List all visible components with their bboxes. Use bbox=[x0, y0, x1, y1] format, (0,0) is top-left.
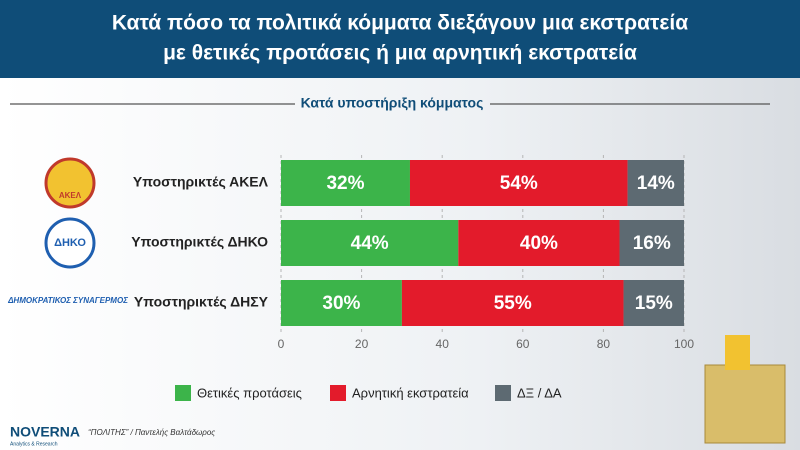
data-label: 55% bbox=[494, 293, 532, 314]
chart-title: με θετικές προτάσεις ή μια αρνητική εκστ… bbox=[163, 42, 637, 65]
bar-segment bbox=[627, 160, 684, 206]
bar-segment bbox=[281, 220, 459, 266]
x-tick-label: 60 bbox=[516, 337, 530, 351]
bar-segment bbox=[458, 220, 620, 266]
y-tick-label: Υποστηρικτές ΑΚΕΛ bbox=[133, 174, 269, 190]
brand-sub: Analytics & Research bbox=[10, 441, 58, 447]
logo bbox=[44, 157, 96, 209]
ballot bbox=[725, 335, 750, 370]
y-tick-label: Υποστηρικτές ΔΗΣΥ bbox=[134, 294, 269, 310]
ballot-box bbox=[704, 364, 786, 444]
bar-segment bbox=[281, 160, 410, 206]
data-label: 14% bbox=[637, 173, 675, 194]
source: “ΠΟΛΙΤΗΣ” / Παντελής Βαλτάδωρος bbox=[88, 428, 215, 437]
bar-segment bbox=[409, 160, 628, 206]
legend-label: Θετικές προτάσεις bbox=[197, 385, 302, 400]
legend-label: Αρνητική εκστρατεία bbox=[352, 385, 469, 400]
legend-swatch bbox=[495, 385, 511, 401]
data-label: 15% bbox=[635, 293, 673, 314]
x-tick-label: 20 bbox=[355, 337, 369, 351]
logo-label: ΑΚΕΛ bbox=[59, 191, 82, 200]
bar-segment bbox=[623, 280, 684, 326]
x-tick-label: 100 bbox=[674, 337, 694, 351]
logo-label: ΔΗΚΟ bbox=[54, 237, 86, 249]
y-tick-label: Υποστηρικτές ΔΗΚΟ bbox=[131, 234, 268, 250]
bar-segment bbox=[619, 220, 684, 266]
title-bar bbox=[0, 0, 800, 78]
chart-title: Κατά πόσο τα πολιτικά κόμματα διεξάγουν … bbox=[112, 12, 688, 35]
x-tick-label: 40 bbox=[436, 337, 450, 351]
x-tick-label: 80 bbox=[597, 337, 611, 351]
x-tick-label: 0 bbox=[278, 337, 285, 351]
logo-label: ΔΗΜΟΚΡΑΤΙΚΟΣ ΣΥΝΑΓΕΡΜΟΣ bbox=[7, 296, 128, 305]
legend-swatch bbox=[175, 385, 191, 401]
data-label: 16% bbox=[633, 233, 671, 254]
data-label: 54% bbox=[500, 173, 538, 194]
data-label: 44% bbox=[351, 233, 389, 254]
brand: NOVERNA bbox=[10, 424, 80, 440]
data-label: 40% bbox=[520, 233, 558, 254]
bar-segment bbox=[401, 280, 624, 326]
legend-swatch bbox=[330, 385, 346, 401]
subtitle: Κατά υποστήριξη κόμματος bbox=[301, 95, 484, 111]
data-label: 30% bbox=[322, 293, 360, 314]
logo bbox=[44, 217, 96, 269]
legend-label: ΔΞ / ΔΑ bbox=[517, 385, 562, 400]
data-label: 32% bbox=[326, 173, 364, 194]
bar-segment bbox=[281, 280, 402, 326]
